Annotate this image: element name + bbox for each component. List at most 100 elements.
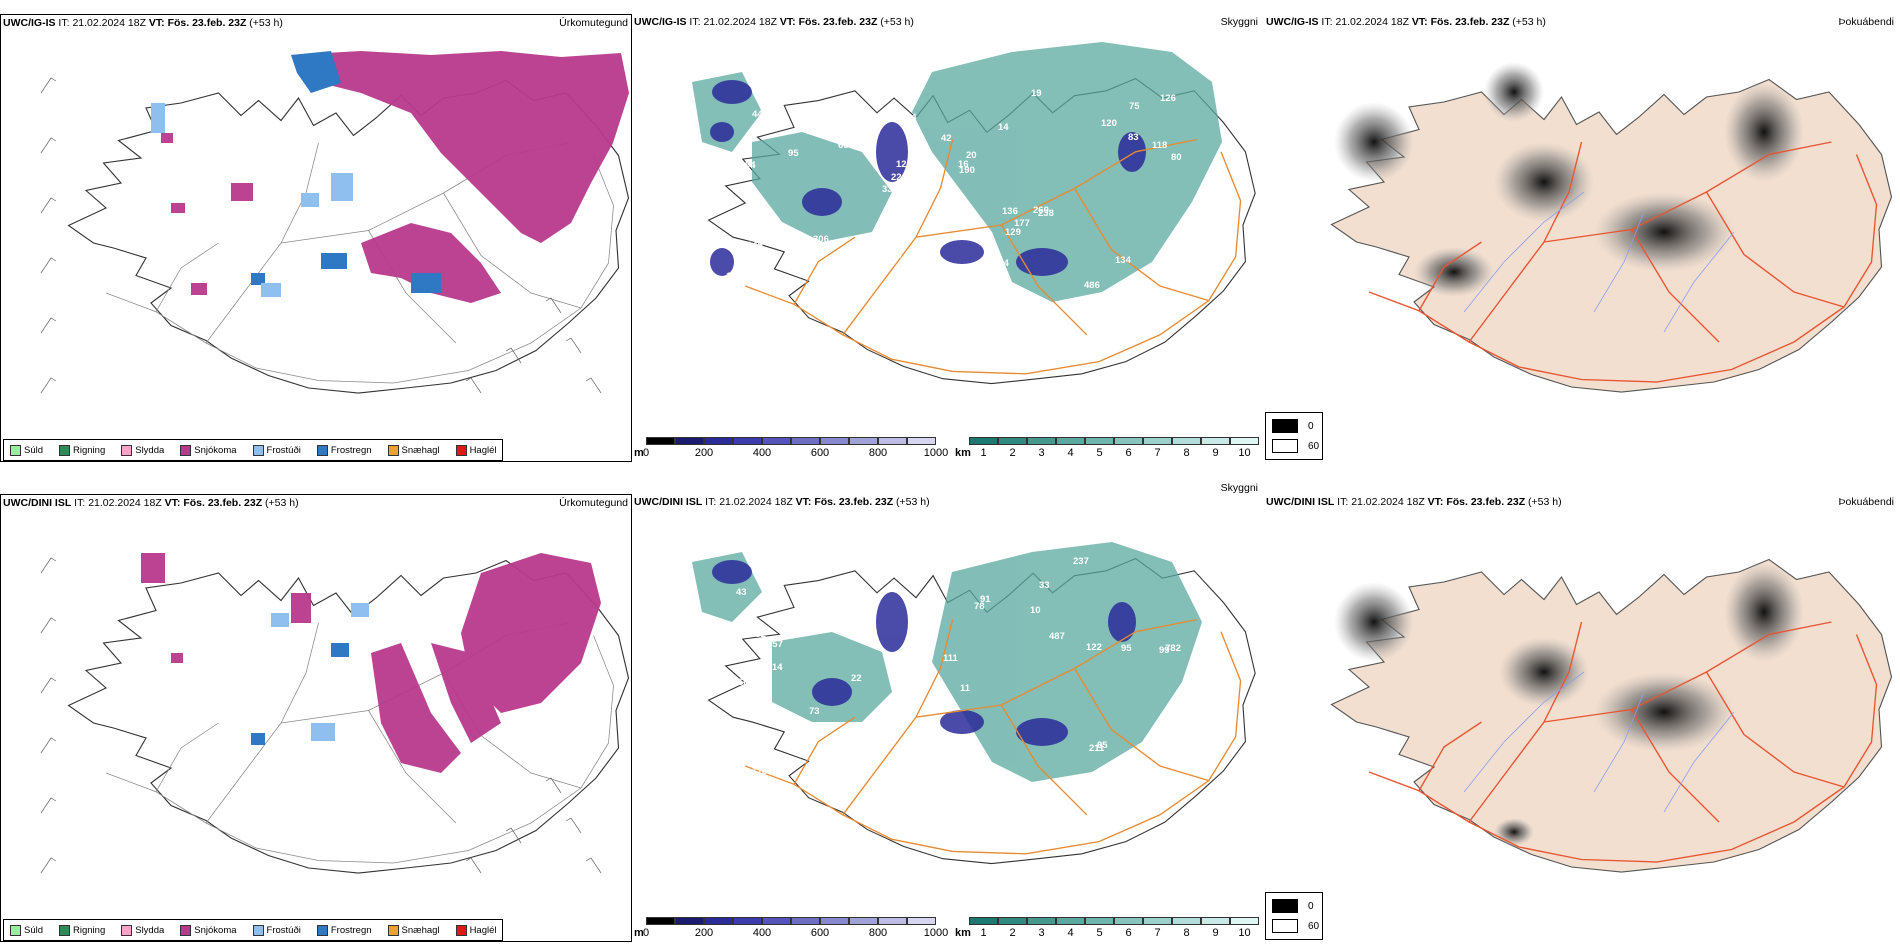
rivers: [1463, 671, 1735, 813]
ceiling-value-label: 44: [752, 109, 763, 120]
ceiling-value-label: 78: [974, 601, 985, 612]
ceiling-value-label: 65: [838, 140, 849, 151]
low-cloud-base-areas: [712, 560, 1136, 746]
ceiling-value-label: 109: [726, 271, 742, 282]
ceiling-value-label: 22: [977, 776, 988, 787]
colorbar-segment: [969, 917, 998, 925]
ceiling-value-label: 33: [1039, 580, 1050, 591]
ceiling-value-label: 486: [1084, 280, 1100, 291]
colorbar-segment: [849, 437, 878, 445]
ceiling-value-label: 94: [745, 160, 756, 171]
fog-legend-2: 0 60: [1265, 892, 1323, 940]
colorbar-tick: 600: [810, 927, 830, 939]
ceiling-value-label: 146: [747, 240, 763, 251]
ceiling-value-label: 782: [1165, 643, 1181, 654]
colorbar-segment: [1201, 437, 1230, 445]
colorbar-segment: [907, 917, 936, 925]
height-colorbar-1: m 0 200 400 600 800 1000: [634, 437, 948, 461]
precip-type-map: [40, 553, 630, 874]
ceiling-value-label: 42: [941, 133, 952, 144]
ceiling-value-label: 128: [896, 159, 912, 170]
ceiling-value-label: 157: [767, 639, 783, 650]
legend-item-snow: Snjókoma: [180, 444, 237, 456]
colorbar-tick: 400: [752, 927, 772, 939]
model-name: UWC/IG-IS: [3, 17, 56, 29]
ceiling-value-label: 202: [767, 284, 783, 295]
colorbar-tick: 3: [1038, 927, 1045, 939]
ceiling-visibility-panel-2: UWC/DINI ISL IT: 21.02.2024 18Z VT: Fös.…: [632, 482, 1264, 942]
snow-areas: [161, 51, 629, 303]
low-visibility-areas: [692, 542, 1202, 782]
colorbar-tick: 8: [1183, 927, 1190, 939]
ceiling-value-label: 12: [810, 112, 821, 123]
colorbar-tick: 9: [1212, 927, 1219, 939]
panel-header: UWC/IG-IS IT: 21.02.2024 18Z VT: Fös. 23…: [634, 16, 914, 28]
ceiling-value-label: 136: [1002, 206, 1018, 217]
colorbar-segment: [1027, 437, 1056, 445]
visibility-title: Skyggni: [1220, 482, 1258, 494]
ceiling-value-label: 126: [1160, 93, 1176, 104]
colorbar-unit: km: [955, 927, 971, 939]
ceiling-value-label: 83: [1128, 132, 1139, 143]
ceiling-value-label: 22: [891, 172, 902, 183]
legend-item-drizzle: Súld: [10, 924, 43, 936]
freezing-rain-areas: [251, 643, 349, 745]
colorbar-segment: [1201, 917, 1230, 925]
colorbar-segment: [733, 437, 762, 445]
model-name: UWC/DINI ISL: [1266, 496, 1335, 508]
ceiling-value-label: 19: [1031, 88, 1042, 99]
legend-item-drizzle: Súld: [10, 444, 43, 456]
colorbar-segment: [878, 437, 907, 445]
precip-type-panel-2: UWC/DINI ISL IT: 21.02.2024 18Z VT: Fös.…: [0, 494, 632, 942]
run-label: IT:: [58, 17, 70, 29]
precip-type-title: Úrkomutegund: [559, 17, 628, 29]
colorbar-segment: [849, 917, 878, 925]
colorbar-segment: [820, 917, 849, 925]
ceiling-value-label: 435: [944, 293, 961, 304]
ceiling-value-label: 10: [1030, 605, 1041, 616]
precip-type-legend: Súld Rigning Slydda Snjókoma Frostúði Fr…: [3, 919, 503, 941]
colorbar-segment: [1172, 437, 1201, 445]
ceiling-value-label: 51: [744, 722, 755, 733]
ceiling-value-label: 15: [966, 777, 977, 788]
colorbar-tick: 4: [1067, 447, 1074, 459]
ceiling-value-label: 95: [1121, 643, 1132, 654]
panel-header: UWC/DINI ISL IT: 21.02.2024 18Z VT: Fös.…: [634, 496, 930, 508]
colorbar-segment: [791, 917, 820, 925]
colorbar-segment: [1085, 437, 1114, 445]
fog-indicator-map: [1330, 558, 1893, 873]
colorbar-segment: [675, 437, 704, 445]
legend-item-rain: Rigning: [59, 924, 105, 936]
panel-header: UWC/DINI ISL IT: 21.02.2024 18Z VT: Fös.…: [3, 497, 299, 509]
visibility-title: Skyggni: [1220, 16, 1258, 28]
ceiling-value-label: 84: [906, 112, 917, 123]
ceiling-value-label: 20: [966, 150, 977, 161]
legend-item-hail: Haglél: [455, 444, 497, 456]
ceiling-value-label: 87: [850, 562, 861, 573]
ceiling-value-label: 73: [809, 706, 820, 717]
ceiling-value-label: 120: [1101, 118, 1117, 129]
colorbar-unit: m: [634, 447, 644, 459]
colorbar-tick: 6: [1125, 927, 1132, 939]
colorbar-segment: [762, 917, 791, 925]
colorbar-segment: [878, 917, 907, 925]
colorbar-segment: [1230, 917, 1259, 925]
colorbar-tick: 400: [752, 447, 772, 459]
freezing-drizzle-areas: [151, 103, 353, 297]
ceiling-value-label: 110: [894, 111, 909, 122]
fog-legend-1: 0 60: [1265, 412, 1323, 460]
colorbar-tick: 6: [1125, 447, 1132, 459]
ceiling-value-label: 82: [899, 258, 910, 269]
lead-time: (+53 h): [249, 17, 283, 29]
colorbar-segment: [675, 917, 704, 925]
model-name: UWC/IG-IS: [1266, 16, 1319, 28]
colorbar-tick: 4: [1067, 927, 1074, 939]
panel-header: UWC/IG-IS IT: 21.02.2024 18Z VT: Fös. 23…: [1266, 16, 1546, 28]
ceiling-value-label: 117: [861, 552, 876, 563]
freezing-rain-areas: [251, 51, 441, 293]
colorbar-tick: 2: [1009, 927, 1016, 939]
ceiling-value-label: 43: [736, 587, 747, 598]
ceiling-value-label: 177: [1014, 218, 1030, 229]
colorbar-segment: [1172, 917, 1201, 925]
